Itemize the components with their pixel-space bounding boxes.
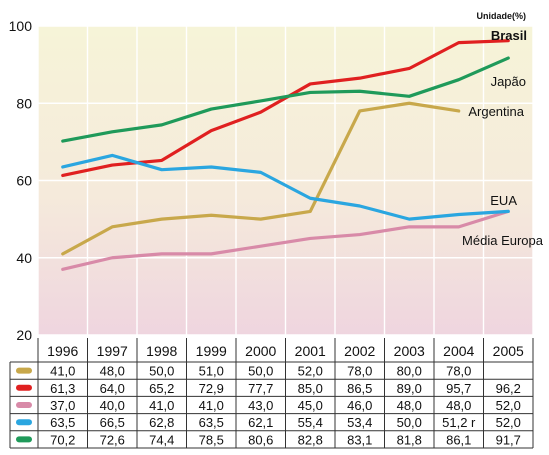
y-tick-label: 20 <box>16 327 32 343</box>
table-cell: 81,8 <box>397 432 422 447</box>
table-cell: 52,0 <box>496 398 521 413</box>
table-cell: 63,5 <box>199 415 224 430</box>
table-cell: 50,0 <box>248 364 273 379</box>
y-tick-label: 40 <box>16 250 32 266</box>
y-tick-label: 100 <box>9 18 33 34</box>
legend-swatch <box>16 367 32 374</box>
x-tick-label: 2005 <box>493 343 524 359</box>
series-line-eua <box>61 153 510 221</box>
table-cell: 50,0 <box>149 364 174 379</box>
table-cell: 48,0 <box>446 398 471 413</box>
table-cell: 96,2 <box>496 381 521 396</box>
table-cell: 41,0 <box>199 398 224 413</box>
table-cell: 46,0 <box>347 398 372 413</box>
table-cell: 53,4 <box>347 415 372 430</box>
table-cell: 63,5 <box>50 415 75 430</box>
y-tick-label: 60 <box>16 173 32 189</box>
series-line-jap-o <box>61 56 510 143</box>
table-cell: 83,1 <box>347 432 372 447</box>
y-tick-label: 80 <box>16 95 32 111</box>
data-table: 1996 1997 1998 1999 2000 2001 2002 2003 2004 2005… <box>9 338 534 449</box>
unit-label: Unidade(%) <box>477 11 527 21</box>
table-cell: 95,7 <box>446 381 471 396</box>
table-cell: 48,0 <box>397 398 422 413</box>
legend-swatch <box>16 384 32 391</box>
table-cell: 82,8 <box>298 432 323 447</box>
table-cell: 37,0 <box>50 398 75 413</box>
series-line-argentina <box>61 101 461 256</box>
table-cell: 40,0 <box>100 398 125 413</box>
table-cell: 91,7 <box>496 432 521 447</box>
table-cell: 78,0 <box>347 364 372 379</box>
table-cell: 52,0 <box>496 415 521 430</box>
table-cell: 80,6 <box>248 432 273 447</box>
table-cell: 86,5 <box>347 381 372 396</box>
x-tick-label: 2000 <box>245 343 276 359</box>
table-cell: 85,0 <box>298 381 323 396</box>
table-cell: 65,2 <box>149 381 174 396</box>
table-cell: 43,0 <box>248 398 273 413</box>
table-cell: 62,8 <box>149 415 174 430</box>
series-label: Média Europa <box>462 233 544 248</box>
table-cell: 78,0 <box>446 364 471 379</box>
series-label: EUA <box>490 193 517 208</box>
x-tick-label: 1998 <box>146 343 177 359</box>
table-cell: 66,5 <box>100 415 125 430</box>
y-axis: 20 40 60 80 100 <box>9 18 33 343</box>
table-cell: 61,3 <box>50 381 75 396</box>
x-tick-label: 1997 <box>97 343 128 359</box>
table-cell: 89,0 <box>397 381 422 396</box>
x-tick-label: 1996 <box>47 343 78 359</box>
series-label: Brasil <box>491 28 527 43</box>
legend-swatch <box>16 402 32 408</box>
table-cell: 62,1 <box>248 415 273 430</box>
table-cell: 80,0 <box>397 364 422 379</box>
table-cell: 50,0 <box>397 415 422 430</box>
x-tick-label: 1999 <box>196 343 227 359</box>
table-cell: 41,0 <box>50 364 75 379</box>
x-tick-label: 2004 <box>443 343 474 359</box>
table-cell: 51,2 r <box>442 415 476 430</box>
table-cell: 55,4 <box>298 415 323 430</box>
table-cell: 74,4 <box>149 432 174 447</box>
x-tick-label: 2001 <box>295 343 326 359</box>
table-cell: 86,1 <box>446 432 471 447</box>
legend-swatch <box>16 436 32 443</box>
table-cell: 51,0 <box>199 364 224 379</box>
series-labels: Argentina Brasil Média Europa EUA Japão <box>462 28 544 248</box>
table-cell: 41,0 <box>149 398 174 413</box>
x-tick-label: 2002 <box>344 343 375 359</box>
series-line-m-dia-europa <box>61 209 510 271</box>
table-cell: 78,5 <box>199 432 224 447</box>
table-cell: 77,7 <box>248 381 273 396</box>
table-cell: 72,6 <box>100 432 125 447</box>
table-cell: 48,0 <box>100 364 125 379</box>
series-label: Japão <box>491 74 526 89</box>
legend-swatch <box>16 419 32 426</box>
table-cell: 45,0 <box>298 398 323 413</box>
series-lines <box>61 39 510 271</box>
table-cell: 70,2 <box>50 432 75 447</box>
table-cell: 52,0 <box>298 364 323 379</box>
x-tick-label: 2003 <box>394 343 425 359</box>
table-cell: 72,9 <box>199 381 224 396</box>
gridlines <box>37 25 534 336</box>
series-label: Argentina <box>468 104 524 119</box>
table-cell: 64,0 <box>100 381 125 396</box>
